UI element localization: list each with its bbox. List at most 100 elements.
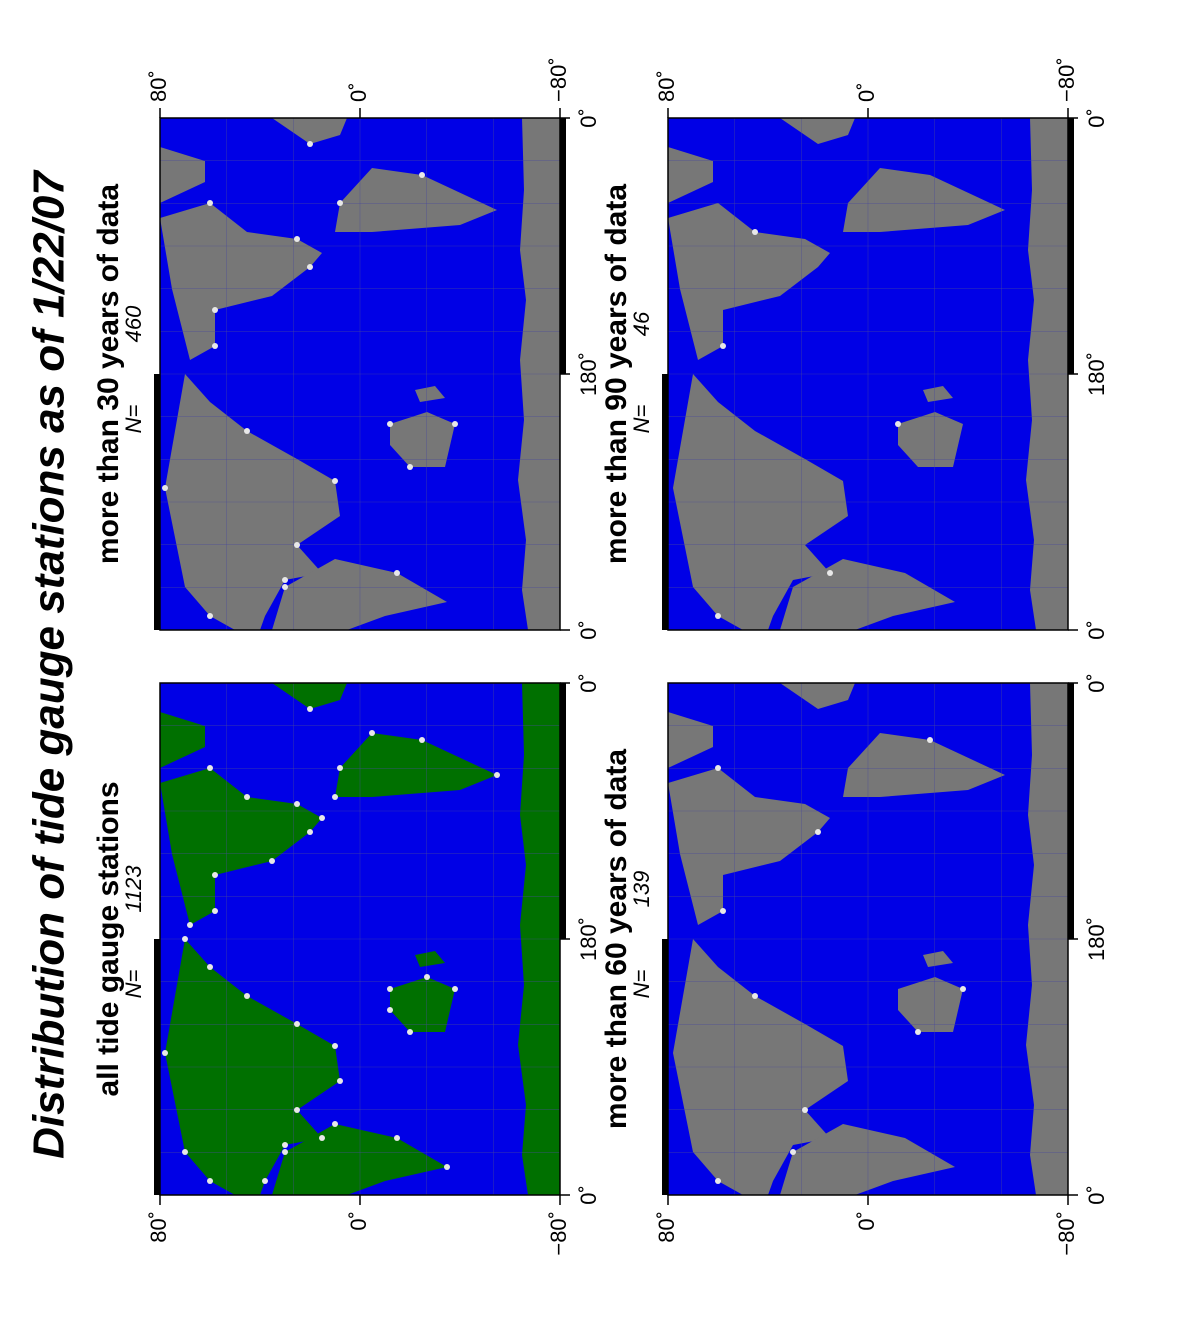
- station: [212, 307, 218, 313]
- station: [307, 706, 313, 712]
- lon-tick-label: 0˚: [1084, 673, 1109, 693]
- lat-tick-label: −80˚: [546, 57, 571, 102]
- station: [827, 570, 833, 576]
- station: [332, 478, 338, 484]
- lat-tick-label: −80˚: [1054, 1211, 1079, 1256]
- figure-title: Distribution of tide gauge stations as o…: [25, 169, 74, 1159]
- station: [262, 1178, 268, 1184]
- station: [212, 872, 218, 878]
- station: [282, 577, 288, 583]
- lon-tick-label: 0˚: [1084, 1185, 1109, 1205]
- lon-tick-label: 180˚: [1084, 917, 1109, 961]
- station: [715, 765, 721, 771]
- n-label: N=: [629, 404, 654, 433]
- station: [182, 1149, 188, 1155]
- station: [790, 1149, 796, 1155]
- lat-tick-label: 80˚: [146, 1211, 171, 1243]
- lon-tick-label: 180˚: [576, 917, 601, 961]
- station: [307, 829, 313, 835]
- station: [452, 986, 458, 992]
- figure-content: Distribution of tide gauge stations as o…: [25, 57, 1109, 1256]
- station: [207, 765, 213, 771]
- lon-tick-label: 180˚: [1084, 352, 1109, 396]
- station: [895, 421, 901, 427]
- station: [212, 343, 218, 349]
- station: [282, 1149, 288, 1155]
- station: [387, 421, 393, 427]
- station: [715, 1178, 721, 1184]
- lat-tick-label: 80˚: [146, 70, 171, 102]
- n-label: N=: [121, 969, 146, 998]
- lat-tick-label: −80˚: [546, 1211, 571, 1256]
- station: [337, 1078, 343, 1084]
- station: [244, 428, 250, 434]
- lon-tick-label: 0˚: [576, 1185, 601, 1205]
- lat-tick-label: 0˚: [854, 1211, 879, 1231]
- station: [187, 922, 193, 928]
- station: [207, 1178, 213, 1184]
- station: [394, 1135, 400, 1141]
- station: [282, 584, 288, 590]
- n-label: N=: [629, 969, 654, 998]
- station: [802, 1107, 808, 1113]
- station: [419, 737, 425, 743]
- station: [294, 1021, 300, 1027]
- lat-tick-label: 0˚: [854, 82, 879, 102]
- panel-title: more than 90 years of data: [600, 184, 633, 564]
- lon-tick-label: 0˚: [1084, 620, 1109, 640]
- station: [452, 421, 458, 427]
- station: [715, 613, 721, 619]
- station: [407, 464, 413, 470]
- station: [720, 343, 726, 349]
- station: [332, 794, 338, 800]
- lon-tick-label: 0˚: [576, 108, 601, 128]
- station: [387, 986, 393, 992]
- panel-title: all tide gauge stations: [92, 781, 125, 1096]
- station: [307, 141, 313, 147]
- station: [815, 829, 821, 835]
- station: [307, 264, 313, 270]
- n-value: 1123: [121, 865, 146, 913]
- panel-title: more than 60 years of data: [600, 749, 633, 1129]
- station: [244, 993, 250, 999]
- station: [207, 964, 213, 970]
- station: [915, 1029, 921, 1035]
- lon-tick-label: 180˚: [576, 352, 601, 396]
- station: [394, 570, 400, 576]
- station: [752, 229, 758, 235]
- station: [294, 542, 300, 548]
- station: [337, 200, 343, 206]
- station: [927, 737, 933, 743]
- station: [494, 772, 500, 778]
- panel-title: more than 30 years of data: [92, 184, 125, 564]
- station: [444, 1164, 450, 1170]
- station: [294, 236, 300, 242]
- station: [332, 1121, 338, 1127]
- station: [294, 801, 300, 807]
- station: [207, 200, 213, 206]
- station: [182, 936, 188, 942]
- station: [319, 1135, 325, 1141]
- station: [244, 794, 250, 800]
- n-label: N=: [121, 404, 146, 433]
- station: [720, 908, 726, 914]
- station: [424, 974, 430, 980]
- station: [369, 730, 375, 736]
- lat-tick-label: 0˚: [346, 82, 371, 102]
- lon-tick-label: 0˚: [576, 673, 601, 693]
- station: [294, 1107, 300, 1113]
- n-value: 460: [121, 305, 146, 342]
- station: [269, 858, 275, 864]
- station: [387, 1007, 393, 1013]
- lon-tick-label: 0˚: [1084, 108, 1109, 128]
- station: [319, 815, 325, 821]
- station: [337, 765, 343, 771]
- n-value: 139: [629, 871, 654, 908]
- station: [282, 1142, 288, 1148]
- lat-tick-label: 80˚: [654, 1211, 679, 1243]
- station: [212, 908, 218, 914]
- lon-tick-label: 0˚: [576, 620, 601, 640]
- station: [419, 172, 425, 178]
- lat-tick-label: −80˚: [1054, 57, 1079, 102]
